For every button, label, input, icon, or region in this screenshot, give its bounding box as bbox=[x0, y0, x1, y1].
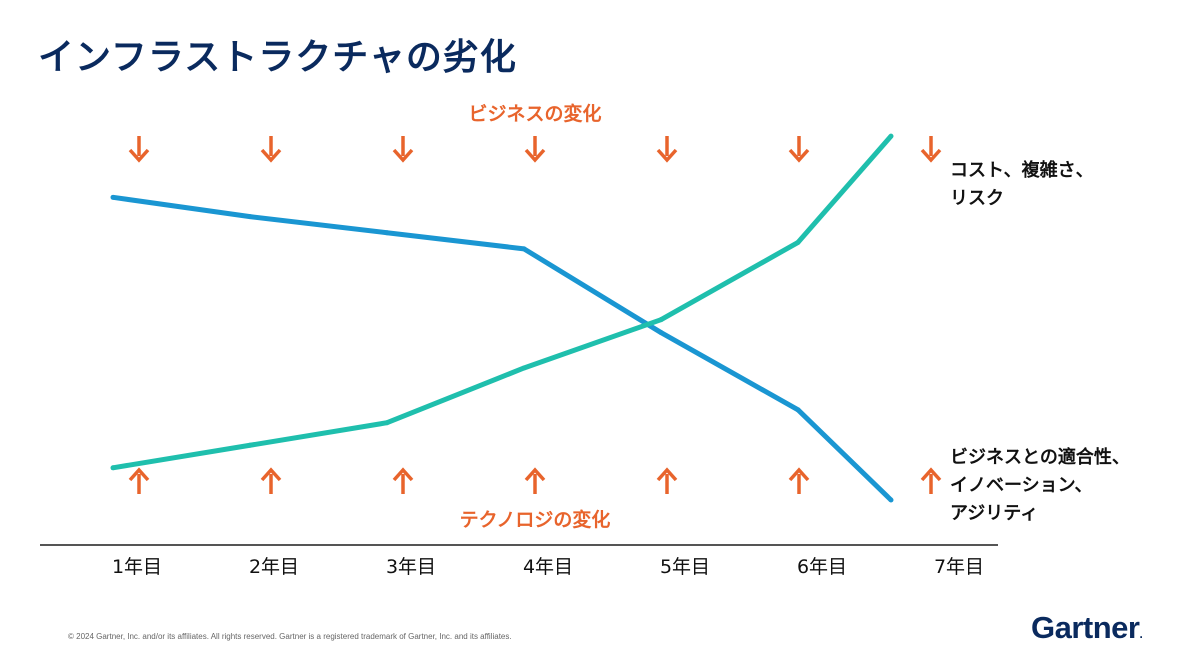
x-tick-label: 7年目 bbox=[934, 556, 984, 578]
series-point bbox=[795, 407, 801, 413]
technology-change-arrow-up bbox=[524, 467, 546, 494]
series-point bbox=[521, 365, 527, 371]
business-fit-label: ビジネスとの適合性、 bbox=[950, 446, 1130, 468]
cost-complexity-risk-label: コスト、複雑さ、 bbox=[950, 159, 1094, 181]
series-line-0 bbox=[112, 194, 893, 502]
technology-change-arrow-up bbox=[260, 467, 282, 494]
business-fit-label: イノベーション、 bbox=[950, 475, 1093, 496]
series-point bbox=[110, 194, 116, 200]
series-point bbox=[247, 214, 253, 220]
technology-change-arrow-up bbox=[128, 467, 150, 494]
slide-title: インフラストラクチャの劣化 bbox=[38, 37, 517, 78]
technology-change-arrow-up bbox=[392, 467, 414, 494]
series-point bbox=[384, 230, 390, 236]
series-point bbox=[888, 497, 894, 503]
business-fit-label: アジリティ bbox=[950, 503, 1038, 524]
logo-text: Gartner bbox=[1031, 610, 1140, 645]
series-point bbox=[888, 133, 894, 139]
x-tick-label: 6年目 bbox=[797, 556, 847, 578]
cost-complexity-risk-label: リスク bbox=[950, 188, 1004, 209]
x-tick-label: 2年目 bbox=[249, 556, 299, 578]
business-change-arrow-down bbox=[392, 136, 414, 163]
series-point bbox=[521, 246, 527, 252]
technology-change-arrow-up bbox=[788, 467, 810, 494]
business-change-arrow-down bbox=[524, 136, 546, 163]
series-point bbox=[247, 442, 253, 448]
business-change-arrow-down bbox=[788, 136, 810, 163]
x-tick-label: 3年目 bbox=[386, 556, 436, 578]
business-change-arrow-down bbox=[260, 136, 282, 163]
series-line-1 bbox=[112, 134, 893, 471]
top-annotation: ビジネスの変化 bbox=[468, 102, 601, 125]
logo-mark: . bbox=[1139, 627, 1143, 641]
series-point bbox=[658, 330, 664, 336]
business-change-arrow-down bbox=[920, 136, 942, 163]
gartner-logo: Gartner. bbox=[1031, 610, 1143, 646]
copyright-footer: © 2024 Gartner, Inc. and/or its affiliat… bbox=[68, 632, 512, 641]
series-point bbox=[795, 239, 801, 245]
series-point bbox=[384, 420, 390, 426]
bottom-annotation: テクノロジの変化 bbox=[460, 508, 611, 531]
series-point bbox=[658, 317, 664, 323]
series-point bbox=[110, 465, 116, 471]
technology-change-arrow-up bbox=[920, 467, 942, 494]
technology-change-arrow-up bbox=[656, 467, 678, 494]
x-tick-label: 5年目 bbox=[660, 556, 710, 578]
business-change-arrow-down bbox=[128, 136, 150, 163]
x-tick-label: 1年目 bbox=[112, 556, 162, 578]
x-tick-label: 4年目 bbox=[523, 556, 573, 578]
business-change-arrow-down bbox=[656, 136, 678, 163]
